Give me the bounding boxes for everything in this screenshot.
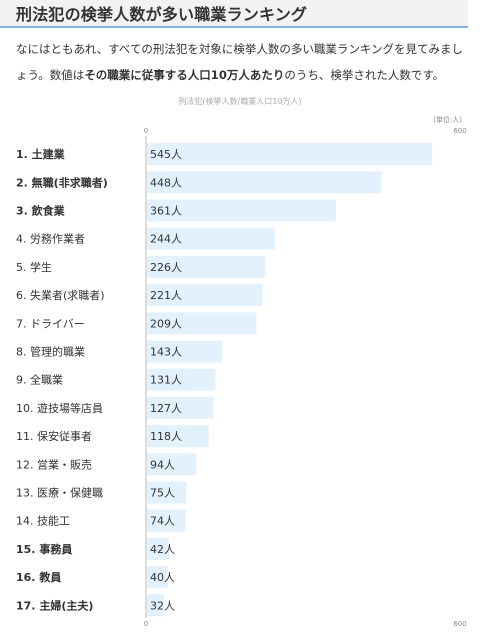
data-label: 94人 bbox=[150, 458, 175, 471]
category-label: 17. 主婦(主夫) bbox=[16, 598, 93, 612]
bar bbox=[147, 171, 382, 194]
data-label: 74人 bbox=[150, 515, 175, 528]
category-label: 12. 営業・販売 bbox=[16, 457, 92, 471]
category-label: 5. 学生 bbox=[16, 260, 52, 274]
category-label: 7. ドライバー bbox=[16, 317, 85, 330]
category-label: 10. 遊技場等店員 bbox=[16, 401, 103, 415]
bar bbox=[147, 594, 164, 617]
top-tick-label-1: 600 bbox=[453, 127, 466, 135]
category-label: 4. 労務作業者 bbox=[16, 232, 85, 246]
section-header: 刑法犯の検挙人数が多い職業ランキング bbox=[0, 0, 468, 28]
intro-text: なにはともあれ、すべての刑法犯を対象に検挙人数の多い職業ランキングを見てみましょ… bbox=[16, 42, 464, 82]
data-label: 244人 bbox=[150, 233, 182, 246]
bar bbox=[147, 396, 214, 419]
intro-emphasis: その職業に従事する人口10万人あたり bbox=[84, 68, 285, 82]
data-label: 221人 bbox=[150, 289, 182, 302]
category-label: 13. 医療・保健職 bbox=[16, 486, 103, 500]
category-label: 6. 失業者(求職者) bbox=[16, 289, 105, 302]
bar bbox=[147, 509, 186, 532]
bar bbox=[147, 537, 169, 560]
category-label: 3. 飲食業 bbox=[16, 204, 66, 218]
bar bbox=[147, 481, 187, 504]
category-label: 1. 土建業 bbox=[16, 147, 66, 161]
bar bbox=[147, 566, 168, 589]
data-label: 131人 bbox=[150, 374, 182, 387]
bar bbox=[147, 227, 275, 250]
bar bbox=[147, 453, 197, 476]
data-label: 545人 bbox=[150, 148, 182, 161]
bar bbox=[147, 312, 257, 335]
data-label: 42人 bbox=[150, 543, 175, 556]
bottom-tick-label-1: 600 bbox=[453, 620, 466, 628]
data-label: 143人 bbox=[150, 346, 182, 359]
category-label: 14. 技能工 bbox=[16, 514, 70, 528]
intro-text-end: のうち、検挙された人数です。 bbox=[284, 68, 445, 82]
category-label: 2. 無職(非求職者) bbox=[16, 175, 108, 189]
section-title: 刑法犯の検挙人数が多い職業ランキング bbox=[16, 5, 308, 24]
category-label: 8. 管理的職業 bbox=[16, 345, 85, 359]
data-label: 40人 bbox=[150, 571, 175, 584]
bar bbox=[147, 368, 216, 391]
category-label: 9. 全職業 bbox=[16, 373, 63, 387]
data-label: 32人 bbox=[150, 599, 175, 612]
bar bbox=[147, 255, 266, 278]
data-label: 448人 bbox=[150, 176, 182, 189]
category-label: 15. 事務員 bbox=[16, 542, 72, 556]
unit-note: (単位:人) bbox=[433, 115, 462, 124]
data-label: 127人 bbox=[150, 402, 182, 415]
bottom-tick-label-0: 0 bbox=[144, 620, 148, 628]
bar bbox=[147, 284, 263, 307]
category-label: 16. 教員 bbox=[16, 570, 61, 584]
bar bbox=[147, 340, 222, 363]
top-tick-label-0: 0 bbox=[144, 127, 148, 135]
bar bbox=[147, 143, 433, 166]
data-label: 361人 bbox=[150, 205, 182, 218]
bar bbox=[147, 199, 336, 222]
data-label: 209人 bbox=[150, 317, 182, 330]
intro-paragraph: なにはともあれ、すべての刑法犯を対象に検挙人数の多い職業ランキングを見てみましょ… bbox=[16, 36, 464, 88]
data-label: 75人 bbox=[150, 487, 175, 500]
category-label: 11. 保安従事者 bbox=[16, 429, 92, 443]
data-label: 226人 bbox=[150, 261, 182, 274]
chart-title: 刑法犯(検挙人数/職業人口10万人) bbox=[178, 96, 301, 106]
data-label: 118人 bbox=[150, 430, 182, 443]
bar bbox=[147, 425, 209, 448]
